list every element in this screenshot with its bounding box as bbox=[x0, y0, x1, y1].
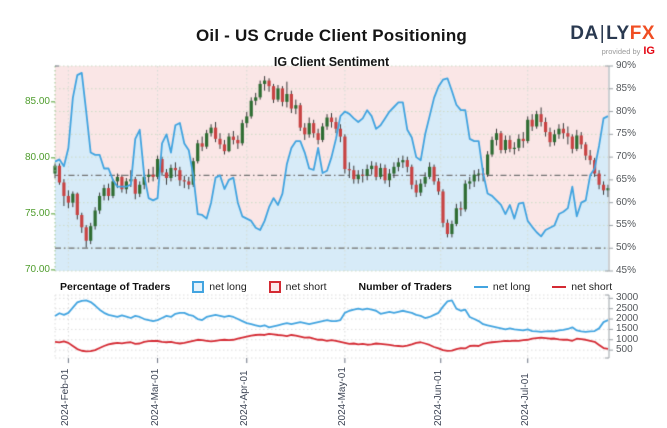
legend-label: net short bbox=[571, 281, 613, 293]
legend-item-pct-net-long: net long bbox=[192, 281, 247, 293]
legend-label: net short bbox=[285, 281, 327, 293]
ig-logo: IG bbox=[643, 45, 655, 57]
legend-title-percentage: Percentage of Traders bbox=[60, 281, 171, 293]
pct-axis-label: 70% bbox=[616, 151, 637, 163]
date-axis-label: 2024-Jun-01 bbox=[432, 369, 444, 426]
chart-legend: Percentage of Traders net long net short… bbox=[60, 281, 620, 293]
net-long-line-icon bbox=[473, 286, 488, 288]
price-axis-label: 85.00 bbox=[24, 95, 50, 107]
net-short-line-icon bbox=[552, 286, 567, 288]
pct-axis-label: 80% bbox=[616, 105, 637, 117]
legend-item-pct-net-short: net short bbox=[268, 281, 327, 293]
count-axis-label: 2000 bbox=[616, 313, 639, 325]
legend-title-number-wrap: Number of Traders bbox=[359, 281, 452, 293]
pct-axis-label: 85% bbox=[616, 82, 637, 94]
price-axis-label: 70.00 bbox=[24, 263, 50, 275]
legend-item-num-net-long: net long bbox=[473, 281, 531, 293]
date-axis-label: 2024-Feb-01 bbox=[60, 368, 72, 426]
legend-item-num-net-short: net short bbox=[552, 281, 612, 293]
pct-axis-label: 75% bbox=[616, 128, 637, 140]
date-axis-label: 2024-Jul-01 bbox=[519, 373, 531, 426]
date-axis-label: 2024-May-01 bbox=[336, 367, 348, 426]
pct-axis-label: 90% bbox=[616, 60, 637, 71]
count-axis-label: 3000 bbox=[616, 292, 639, 304]
pct-axis-label: 55% bbox=[616, 219, 637, 231]
price-axis-label: 75.00 bbox=[24, 207, 50, 219]
pct-axis-label: 60% bbox=[616, 196, 637, 208]
pct-axis-label: 45% bbox=[616, 265, 637, 276]
pct-axis-label: 65% bbox=[616, 173, 637, 185]
date-axis-label: 2024-Mar-01 bbox=[149, 368, 161, 426]
count-axis-label: 2500 bbox=[616, 302, 639, 314]
price-axis-label: 80.00 bbox=[24, 151, 50, 163]
count-axis-label: 1000 bbox=[616, 333, 639, 345]
date-axis-label: 2024-Apr-01 bbox=[238, 370, 250, 426]
net-long-square-icon bbox=[192, 281, 205, 293]
pct-axis-label: 50% bbox=[616, 242, 637, 254]
legend-label: net long bbox=[492, 281, 531, 293]
provided-by-ig: provided by IG bbox=[601, 45, 655, 57]
dailyfx-logo-wordmark: DA|LYFX bbox=[570, 23, 655, 44]
legend-label: net long bbox=[209, 281, 247, 293]
count-axis-label: 500 bbox=[616, 344, 633, 356]
chart-subtitle: IG Client Sentiment bbox=[273, 55, 390, 69]
net-short-square-icon bbox=[268, 281, 281, 293]
page-title: Oil - US Crude Client Positioning bbox=[195, 26, 468, 45]
dailyfx-logo: DA|LYFX provided by IG bbox=[570, 24, 655, 57]
count-axis-label: 1500 bbox=[616, 323, 639, 335]
legend-title-number: Number of Traders bbox=[358, 281, 452, 293]
